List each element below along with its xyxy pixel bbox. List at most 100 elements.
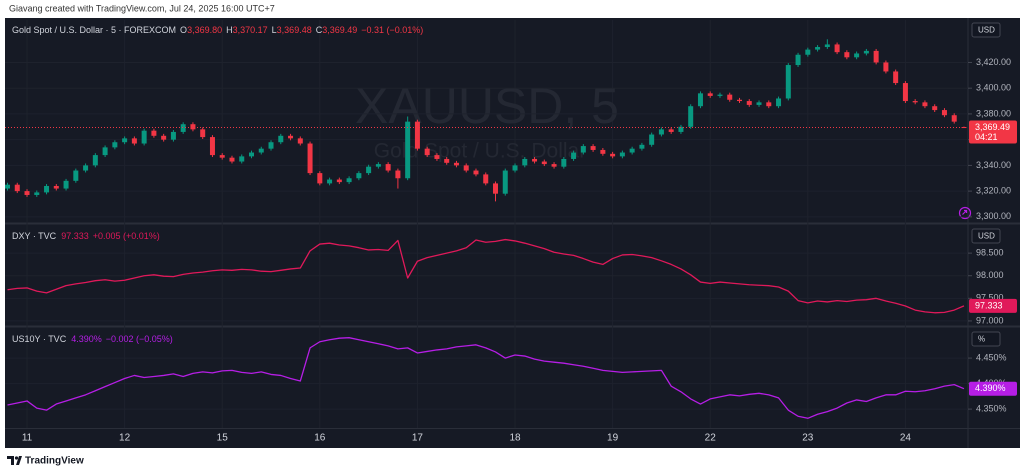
x-tick-label: 24 <box>900 433 912 444</box>
candle-body <box>619 152 625 157</box>
y-tick-label: 97.500 <box>976 293 1004 303</box>
candle-body <box>170 131 176 140</box>
y-tick-label: 3,340.00 <box>976 160 1011 170</box>
candle-body <box>776 98 782 107</box>
candle-body <box>278 135 284 143</box>
candle-body <box>434 155 440 159</box>
legend-key: H <box>226 25 233 35</box>
candle-body <box>658 129 664 135</box>
legend-key: L <box>272 25 277 35</box>
candle-body <box>932 106 938 111</box>
alert-icon[interactable] <box>958 206 972 220</box>
y-tick-label: 3,380.00 <box>976 108 1011 118</box>
y-tick-label: 3,400.00 <box>976 83 1011 93</box>
candle-body <box>834 44 840 53</box>
candle-body <box>258 148 264 153</box>
candle-body <box>795 54 801 66</box>
logo-shape <box>7 456 14 465</box>
candle-body <box>649 134 655 145</box>
candle-body <box>863 50 869 54</box>
y-tick-label: 97.000 <box>976 315 1004 325</box>
candle-body <box>571 152 577 159</box>
header: Giavang created with TradingView.com, Ju… <box>9 3 275 13</box>
candle-body <box>610 153 616 157</box>
candle-body <box>112 142 118 148</box>
currency-label: USD <box>978 232 995 241</box>
candle-body <box>5 184 10 189</box>
candle-body <box>63 180 69 189</box>
candle-body <box>756 102 762 105</box>
candle-body <box>356 173 362 179</box>
legend-name: DXY · TVC <box>12 231 57 241</box>
candle-body <box>737 99 742 102</box>
candle-body <box>902 83 908 102</box>
candle-body <box>24 191 30 195</box>
candle-body <box>512 165 518 171</box>
currency-box <box>971 22 1001 38</box>
candle-body <box>141 130 147 144</box>
candle-body <box>44 185 50 193</box>
candle-body <box>229 157 235 162</box>
y-tick-label: 4.350% <box>976 403 1007 413</box>
candle-body <box>385 164 391 171</box>
candle-body <box>375 164 381 167</box>
currency-label: % <box>978 335 985 344</box>
candle-body <box>493 183 498 194</box>
candle-body <box>53 185 59 189</box>
candle-body <box>815 47 821 50</box>
candle-body <box>717 94 723 96</box>
x-tick-label: 17 <box>412 433 424 444</box>
footer-logo <box>7 456 22 465</box>
legend-value: 97.333 <box>61 231 89 241</box>
price-label: 4.390% <box>975 383 1006 393</box>
candle-body <box>453 162 459 166</box>
candle-body <box>288 135 294 139</box>
candle-body <box>327 179 333 184</box>
candle-body <box>249 152 254 157</box>
candle-body <box>590 146 596 150</box>
candle-body <box>532 158 538 162</box>
candle-body <box>83 165 89 171</box>
candle-body <box>551 164 557 167</box>
price-label-box <box>969 381 1017 396</box>
chart-background <box>5 18 1020 448</box>
y-tick-label: 3,420.00 <box>976 57 1011 67</box>
alert-icon-circle <box>958 206 972 220</box>
legend-name: US10Y · TVC <box>12 334 67 344</box>
x-tick-label: 11 <box>22 433 33 444</box>
candle-body <box>200 129 206 138</box>
candle-body <box>34 192 40 195</box>
candle-body <box>580 146 586 153</box>
candle-body <box>502 170 508 194</box>
candle-body <box>522 158 528 166</box>
currency-box <box>971 228 1001 244</box>
x-tick-label: 16 <box>314 433 326 444</box>
candle-body <box>785 65 791 99</box>
candle-body <box>161 135 167 140</box>
series-line <box>7 238 965 314</box>
candle-body <box>912 101 918 103</box>
candle-body <box>629 148 635 153</box>
pane-legend: DXY · TVC 97.333 +0.005 (+0.01%) <box>12 231 160 241</box>
candle-body <box>366 166 372 174</box>
price-label-box <box>969 298 1017 313</box>
candle-body <box>707 93 713 96</box>
legend-value: 3,369.48 <box>277 25 312 35</box>
candle-body <box>92 155 98 166</box>
legend-key: O <box>180 25 187 35</box>
candle-body <box>209 137 215 156</box>
candle-body <box>297 138 303 144</box>
candle-body <box>951 115 957 122</box>
pane-legend: US10Y · TVC 4.390% −0.002 (−0.05%) <box>12 334 173 344</box>
legend-change: −0.31 (−0.01%) <box>361 25 423 35</box>
marks-layer <box>5 39 968 419</box>
y-tick-label: 4.450% <box>976 352 1007 362</box>
candle-body <box>219 155 225 158</box>
candle-body <box>473 170 479 175</box>
candle-body <box>541 161 547 165</box>
candle-body <box>395 170 401 179</box>
candle-body <box>678 126 684 132</box>
logo-shape <box>16 456 22 465</box>
candle-body <box>941 110 947 116</box>
x-tick-label: 23 <box>802 433 814 444</box>
